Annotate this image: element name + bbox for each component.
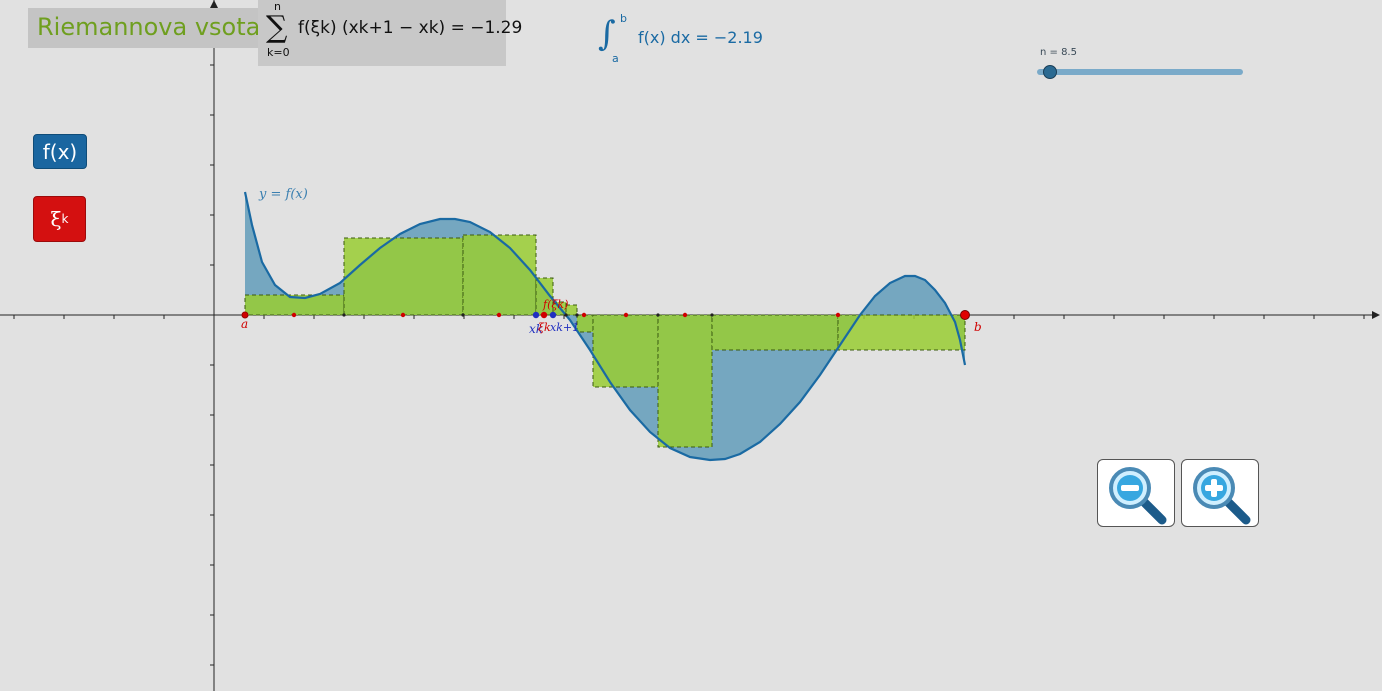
point-b[interactable]: [960, 310, 970, 320]
slider-n-thumb[interactable]: [1043, 65, 1057, 79]
label-a: a: [241, 317, 248, 331]
zoom-in-button[interactable]: [1181, 459, 1259, 527]
partition-point: [575, 313, 579, 317]
point-xik[interactable]: [540, 311, 548, 319]
riemann-rectangles: [244, 234, 966, 448]
riemann-sum-formula: n ∑ k=0 f(ξk) (xk+1 − xk) = −1.29: [258, 0, 522, 66]
function-curve[interactable]: [243, 191, 967, 462]
label-xk: xk: [529, 322, 543, 336]
riemann-rectangle: [837, 314, 966, 351]
curve-label: y = f(x): [258, 187, 308, 202]
toggle-xi-label: ξ: [50, 207, 62, 231]
label-b: b: [974, 320, 982, 334]
page-title: Riemannova vsota: [37, 13, 261, 41]
partition-point: [342, 313, 346, 317]
tag-point: [400, 312, 406, 318]
partition-point: [656, 313, 660, 317]
sum-lower-limit: k=0: [267, 46, 290, 59]
integral-lower-limit: a: [612, 52, 619, 65]
zoom-out-button[interactable]: [1097, 459, 1175, 527]
integral-upper-limit: b: [620, 12, 627, 25]
tag-point: [581, 312, 587, 318]
partition-points: [291, 312, 841, 318]
integral-formula: ∫ b a f(x) dx = −2.19: [598, 12, 818, 65]
tag-point: [682, 312, 688, 318]
riemann-rectangle: [711, 314, 839, 351]
point-a[interactable]: [241, 311, 249, 319]
toggle-xi-sub: k: [61, 212, 69, 226]
zoom-in-icon: [1193, 467, 1251, 525]
sigma-icon: ∑: [266, 10, 288, 45]
riemann-rectangle: [565, 304, 578, 316]
label-fxik: f(ξk): [542, 298, 568, 311]
integral-icon: ∫: [598, 14, 616, 54]
riemann-rectangle: [592, 314, 659, 388]
riemann-rectangle: [657, 314, 713, 448]
tag-point: [496, 312, 502, 318]
riemann-rectangle: [535, 277, 554, 316]
partition-point: [710, 313, 714, 317]
riemann-rectangle: [576, 314, 594, 333]
partition-point: [564, 313, 568, 317]
label-xik: ξk: [538, 321, 551, 334]
toggle-function-button[interactable]: f(x): [33, 134, 87, 169]
riemann-rectangle: [343, 237, 464, 316]
partition-point: [461, 313, 465, 317]
label-xk1: xk+1: [550, 321, 579, 334]
point-xk[interactable]: [532, 311, 540, 319]
title-box: Riemannova vsota: [28, 8, 271, 48]
zoom-out-icon: [1109, 467, 1167, 525]
tag-point: [835, 312, 841, 318]
integral-expression: f(x) dx = −2.19: [638, 28, 763, 47]
slider-n-label: n = 8.5: [1040, 47, 1077, 58]
riemann-rectangle: [462, 234, 537, 316]
tag-point: [291, 312, 297, 318]
sum-upper-limit: n: [274, 0, 281, 13]
toggle-function-label: f(x): [42, 139, 78, 164]
point-xk1[interactable]: [549, 311, 557, 319]
slider-n-track[interactable]: [1037, 69, 1243, 75]
sum-expression: f(ξk) (xk+1 − xk) = −1.29: [298, 18, 523, 38]
tag-point: [623, 312, 629, 318]
